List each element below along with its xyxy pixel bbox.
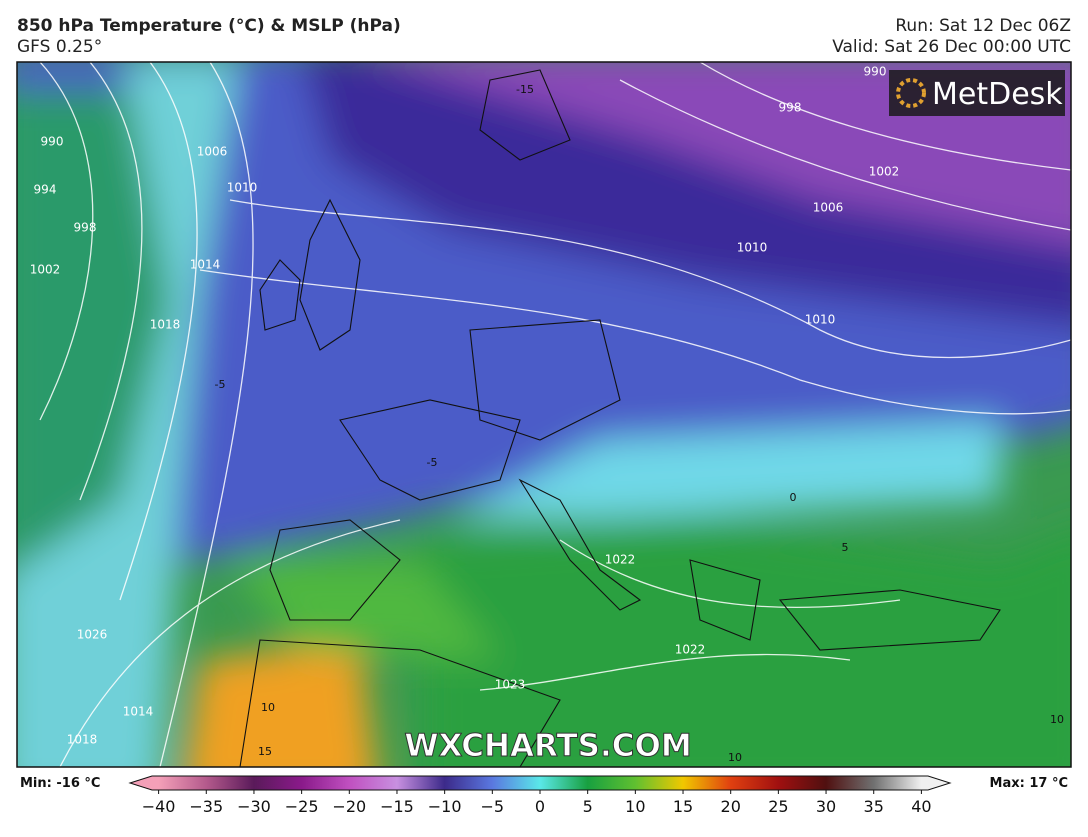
temperature-label: 15: [258, 745, 272, 758]
isobar-label: 1002: [30, 263, 61, 277]
isobar-label: 990: [864, 65, 887, 79]
isobar-label: 998: [74, 221, 97, 235]
colorbar-tick-label: −25: [285, 797, 319, 816]
temperature-label: 10: [728, 751, 742, 764]
logo-box: [889, 70, 1065, 116]
colorbar-tick-label: −15: [380, 797, 414, 816]
isobar-label: 1010: [737, 241, 768, 255]
colorbar-bar: [128, 775, 952, 791]
watermark: WXCHARTS.COM: [404, 728, 691, 764]
isobar-label: 998: [779, 101, 802, 115]
colorbar-tick-label: 40: [911, 797, 931, 816]
colorbar-tick-label: 30: [816, 797, 836, 816]
isobar-label: 1018: [150, 318, 181, 332]
colorbar: −40 −35 −30 −25 −20 −15 −10 −5 0 5 10 15 20 25 30 35 40: [128, 775, 952, 816]
logo: MetDesk: [932, 77, 1063, 112]
colorbar-tick-label: −5: [481, 797, 505, 816]
temperature-label: 10: [1050, 713, 1064, 726]
colorbar-tick-label: 5: [583, 797, 593, 816]
isobar-label: 1010: [805, 313, 836, 327]
colorbar-tick-label: −10: [428, 797, 462, 816]
isobar-label: 1006: [197, 145, 228, 159]
max-label: Max: 17 °C: [990, 776, 1068, 791]
isobar-label: 1010: [227, 181, 258, 195]
isobar-label: 990: [41, 135, 64, 149]
isobar-label: 1002: [869, 165, 900, 179]
colorbar-tick-label: 25: [768, 797, 788, 816]
isobar-label: 1006: [813, 201, 844, 215]
colorbar-tick-label: 15: [673, 797, 693, 816]
map-frame: [16, 61, 1072, 768]
logo-icon: [896, 78, 926, 108]
run-time: Run: Sat 12 Dec 06Z: [895, 16, 1071, 36]
subtitle: GFS 0.25°: [17, 37, 102, 57]
colorbar-tick-label: 35: [864, 797, 884, 816]
isobar-label: 1022: [605, 553, 636, 567]
colorbar-tick-label: −35: [189, 797, 223, 816]
temperature-label: -15: [516, 83, 534, 96]
temperature-label: 10: [261, 701, 275, 714]
map: 9909949981002100610101014101810261014101…: [17, 62, 1071, 767]
isobar-label: 1023: [495, 678, 526, 692]
colorbar-tick-label: −40: [142, 797, 176, 816]
colorbar-tick-label: 0: [535, 797, 545, 816]
temperature-label: -5: [427, 456, 438, 469]
colorbar-tick-label: 20: [721, 797, 741, 816]
isobar-label: 994: [34, 183, 57, 197]
colorbar-tick-label: −20: [332, 797, 366, 816]
isobar-label: 1018: [67, 733, 98, 747]
colorbar-tick-label: 10: [625, 797, 645, 816]
temperature-label: 5: [842, 541, 849, 554]
isobar-label: 1026: [77, 628, 108, 642]
temperature-label: -5: [215, 378, 226, 391]
min-label: Min: -16 °C: [20, 776, 100, 791]
valid-time: Valid: Sat 26 Dec 00:00 UTC: [832, 37, 1071, 57]
isobar-labels: 9909949981002100610101014101810261014101…: [30, 65, 900, 747]
temperature-label: 0: [790, 491, 797, 504]
colorbar-tick-label: −30: [237, 797, 271, 816]
isobar-label: 1022: [675, 643, 706, 657]
isobar-label: 1014: [190, 258, 221, 272]
isobar-label: 1014: [123, 705, 154, 719]
title: 850 hPa Temperature (°C) & MSLP (hPa): [17, 16, 401, 36]
